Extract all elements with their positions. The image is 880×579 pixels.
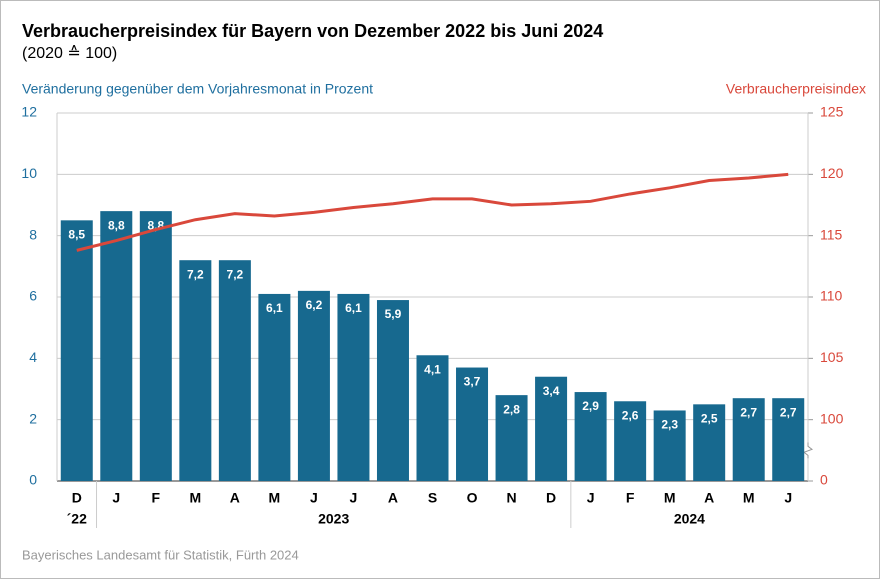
data-label: 2,7	[780, 405, 797, 419]
x-tick-label: F	[152, 490, 161, 506]
x-tick-label: D	[546, 490, 556, 506]
bar	[772, 398, 805, 481]
bar	[456, 367, 489, 481]
bar	[574, 392, 607, 481]
y2-tick-label: 0	[820, 472, 828, 488]
bar	[535, 376, 568, 481]
y2-tick-label: 110	[820, 288, 843, 304]
data-label: 5,9	[385, 307, 402, 321]
x-tick-label: N	[506, 490, 516, 506]
chart-title: Verbraucherpreisindex für Bayern von Dez…	[22, 21, 603, 41]
x-tick-label: M	[190, 490, 202, 506]
x-tick-label: J	[587, 490, 595, 506]
y2-tick-label: 125	[820, 104, 844, 120]
x-tick-label: J	[350, 490, 358, 506]
line	[76, 172, 789, 252]
data-label: 2,5	[701, 412, 718, 426]
data-label: 3,7	[464, 375, 481, 389]
y-tick-label: 10	[21, 165, 37, 181]
data-label: 2,9	[582, 399, 599, 413]
source: Bayerisches Landesamt für Statistik, Für…	[22, 547, 299, 562]
x-tick-label: F	[626, 490, 635, 506]
y-tick-label: 12	[21, 104, 37, 120]
bar	[653, 410, 686, 481]
year-label: 2023	[318, 511, 349, 527]
y2-tick-label: 105	[820, 349, 844, 365]
bar	[732, 398, 765, 481]
y2-tick-label: 120	[820, 165, 844, 181]
data-label: 4,1	[424, 362, 441, 376]
bar	[416, 355, 449, 481]
x-tick-label: S	[428, 490, 437, 506]
data-label: 3,4	[543, 384, 560, 398]
x-tick-label: O	[467, 490, 478, 506]
y-tick-label: 8	[29, 226, 37, 242]
y2-axis-label: Verbraucherpreisindex	[726, 81, 866, 97]
x-tick-label: J	[310, 490, 318, 506]
chart-subtitle: (2020 ≙ 100)	[22, 45, 117, 62]
data-label: 2,3	[661, 418, 678, 432]
bar	[179, 260, 212, 481]
data-label: 8,5	[68, 228, 85, 242]
y-tick-label: 4	[29, 349, 37, 365]
x-tick-label: A	[704, 490, 714, 506]
year-label: ´22	[67, 511, 87, 527]
bar	[100, 211, 133, 481]
x-tick-label: J	[784, 490, 792, 506]
bar	[693, 404, 726, 481]
x-tick-label: M	[743, 490, 755, 506]
x-tick-label: D	[72, 490, 82, 506]
data-label: 2,8	[503, 402, 520, 416]
data-label: 6,2	[306, 298, 323, 312]
data-label: 7,2	[187, 267, 204, 281]
bar	[297, 290, 330, 481]
data-label: 8,8	[108, 218, 125, 232]
x-tick-label: J	[112, 490, 120, 506]
data-label: 6,1	[266, 301, 283, 315]
bar	[495, 395, 528, 481]
bar	[60, 220, 93, 482]
bar	[337, 293, 370, 481]
y-tick-label: 2	[29, 410, 37, 426]
data-label: 6,1	[345, 301, 362, 315]
bar	[376, 300, 409, 481]
x-tick-label: M	[269, 490, 281, 506]
year-label: 2024	[674, 511, 705, 527]
bar	[218, 260, 251, 481]
y2-tick-label: 115	[820, 226, 843, 242]
bar	[258, 293, 291, 481]
bar	[139, 211, 172, 481]
y-axis-label: Veränderung gegenüber dem Vorjahresmonat…	[22, 81, 373, 97]
y-tick-label: 6	[29, 288, 37, 304]
x-tick-label: M	[664, 490, 676, 506]
data-label: 2,7	[740, 405, 757, 419]
axis-break	[802, 442, 814, 459]
x-tick-label: A	[388, 490, 398, 506]
data-label: 2,6	[622, 408, 639, 422]
x-tick-label: A	[230, 490, 240, 506]
data-label: 7,2	[227, 267, 244, 281]
bar	[614, 401, 647, 481]
y-tick-label: 0	[29, 472, 37, 488]
y2-tick-label: 100	[820, 410, 844, 426]
